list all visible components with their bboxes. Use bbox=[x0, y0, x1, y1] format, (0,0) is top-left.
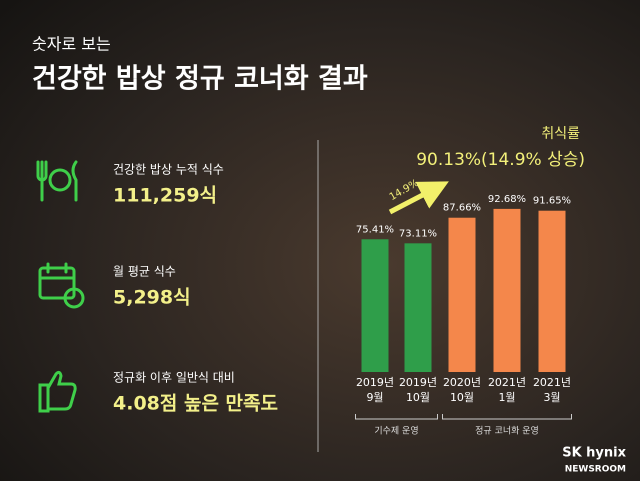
chart-subtitle: 90.13%(14.9% 상승) bbox=[416, 150, 585, 170]
stat-label: 정규화 이후 일반식 대비 bbox=[113, 371, 235, 385]
bar bbox=[493, 208, 521, 372]
logo-sub: NEWSROOM bbox=[565, 465, 626, 475]
value-label: 73.11% bbox=[399, 228, 437, 239]
x-tick-label: 9월 bbox=[366, 391, 383, 404]
x-tick-label: 3월 bbox=[543, 391, 560, 404]
title: 건강한 밥상 정규 코너화 결과 bbox=[32, 64, 368, 95]
value-label: 91.65% bbox=[533, 196, 571, 207]
chart-title: 취식률 bbox=[541, 126, 580, 142]
group-label: 기수제 운영 bbox=[374, 426, 418, 437]
stat-value: 111,259식 bbox=[113, 185, 217, 207]
bar bbox=[404, 243, 432, 372]
x-tick-label: 2021년 bbox=[488, 376, 526, 389]
trend-arrow bbox=[388, 181, 449, 215]
group-bracket bbox=[355, 414, 438, 420]
x-tick-label: 2019년 bbox=[356, 376, 394, 389]
x-tick-label: 10월 bbox=[450, 391, 474, 404]
x-tick-label: 10월 bbox=[406, 391, 430, 404]
stat-value: 4.08점 높은 만족도 bbox=[113, 393, 278, 415]
bar bbox=[448, 217, 476, 372]
logo-brand: SK hynix bbox=[562, 446, 626, 461]
stat-value: 5,298식 bbox=[113, 287, 191, 309]
group-bracket bbox=[442, 414, 572, 420]
bar bbox=[361, 239, 389, 372]
value-label: 87.66% bbox=[443, 203, 481, 214]
x-tick-label: 2020년 bbox=[443, 376, 481, 389]
value-label: 92.68% bbox=[488, 194, 526, 205]
icons bbox=[36, 160, 85, 413]
group-label: 정규 코너화 운영 bbox=[475, 426, 539, 437]
bar bbox=[538, 210, 566, 372]
stat-label: 건강한 밥상 누적 식수 bbox=[113, 163, 224, 177]
stat-label: 월 평균 식수 bbox=[113, 265, 176, 279]
value-label: 75.41% bbox=[356, 224, 394, 235]
x-tick-label: 2019년 bbox=[399, 376, 437, 389]
x-tick-label: 2021년 bbox=[533, 376, 571, 389]
x-tick-label: 1월 bbox=[498, 391, 515, 404]
subtitle: 숫자로 보는 bbox=[32, 35, 111, 54]
